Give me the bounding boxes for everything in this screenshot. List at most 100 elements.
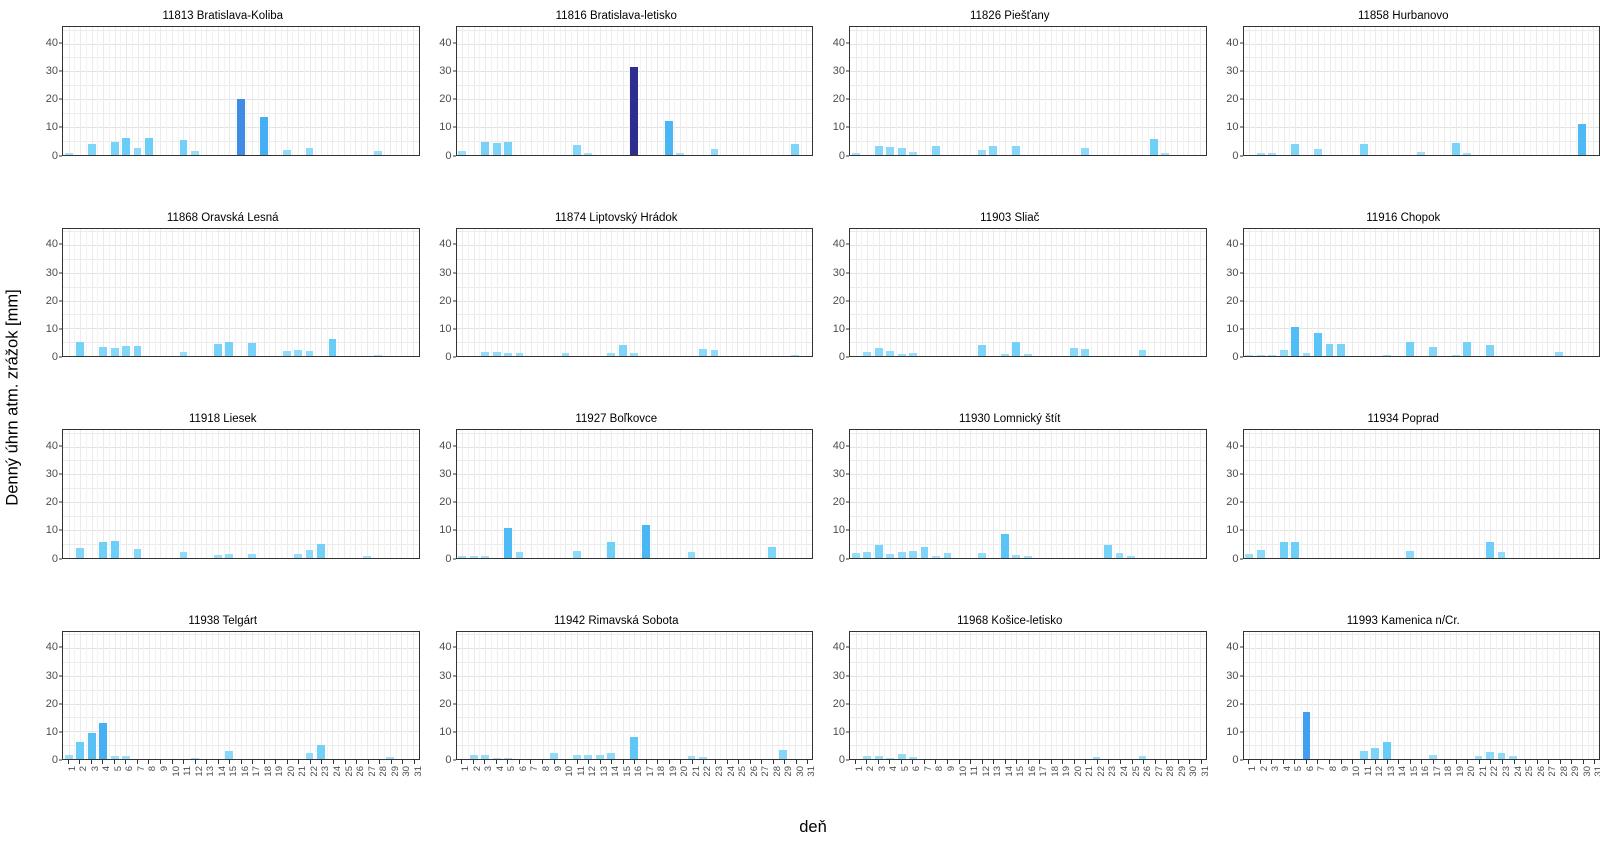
vertical-gridline [1432, 27, 1434, 155]
bar [481, 141, 490, 155]
vertical-gridline-minor [953, 27, 955, 155]
x-tick-label: 2 [1258, 766, 1270, 772]
bar [87, 143, 96, 155]
vertical-gridline [160, 430, 162, 558]
x-tick-label: 22 [1489, 766, 1501, 777]
vertical-gridline [1062, 430, 1064, 558]
vertical-gridline-minor [502, 228, 504, 356]
vertical-gridline-minor [1079, 631, 1081, 759]
bar [481, 351, 490, 356]
bar [886, 757, 895, 759]
vertical-gridline-minor [1136, 27, 1138, 155]
y-tick-mark [59, 703, 62, 705]
vertical-gridline [1027, 228, 1029, 356]
bar [469, 556, 478, 558]
vertical-gridline-minor [651, 430, 653, 558]
vertical-gridline-minor [1300, 631, 1302, 759]
vertical-gridline-minor [212, 631, 214, 759]
vertical-gridline [68, 27, 70, 155]
vertical-gridline-minor [1102, 27, 1104, 155]
x-tick-label: 21 [1477, 766, 1489, 777]
x-tick-mark [1432, 760, 1434, 764]
vertical-gridline [473, 228, 475, 356]
vertical-gridline [171, 631, 173, 759]
vertical-gridline-minor [789, 631, 791, 759]
facet-title: 11874 Liptovský Hrádok [554, 211, 678, 224]
vertical-gridline [588, 430, 590, 558]
bar [1000, 353, 1009, 356]
vertical-gridline-minor [536, 430, 538, 558]
x-tick-label: 12 [980, 766, 992, 777]
vertical-gridline [1073, 430, 1075, 558]
vertical-gridline-minor [1010, 430, 1012, 558]
vertical-gridline-minor [349, 27, 351, 155]
vertical-gridline-minor [1033, 228, 1035, 356]
x-tick-mark [657, 760, 659, 764]
vertical-gridline-minor [1254, 228, 1256, 356]
x-tick-mark [1259, 760, 1261, 764]
vertical-gridline [703, 228, 705, 356]
vertical-gridline [867, 430, 869, 558]
vertical-gridline-minor [1033, 631, 1035, 759]
vertical-gridline [473, 27, 475, 155]
vertical-gridline-minor [479, 631, 481, 759]
vertical-gridline [1165, 27, 1167, 155]
y-tick-label: 10 [832, 524, 845, 537]
y-tick-label: 0 [838, 552, 845, 565]
vertical-gridline-minor [1312, 27, 1314, 155]
vertical-gridline [680, 430, 682, 558]
y-tick-mark [59, 731, 62, 733]
y-tick-mark [452, 675, 456, 677]
vertical-gridline-minor [964, 430, 966, 558]
vertical-gridline-minor [1392, 430, 1394, 558]
vertical-gridline-minor [1415, 631, 1417, 759]
y-tick-mark [846, 42, 849, 44]
x-tick-mark [1294, 760, 1296, 764]
bar [99, 346, 108, 356]
vertical-gridline-minor [1335, 27, 1337, 155]
bar [687, 551, 696, 558]
vertical-gridline [691, 430, 693, 558]
vertical-gridline [1570, 631, 1572, 759]
vertical-gridline-minor [1392, 228, 1394, 356]
vertical-gridline-minor [246, 27, 248, 155]
y-tick-label: 30 [832, 468, 845, 481]
vertical-gridline-minor [1381, 27, 1383, 155]
x-tick-label: 18 [1443, 766, 1455, 777]
vertical-gridline-minor [1171, 228, 1173, 356]
bar [145, 138, 153, 155]
y-tick-label: 40 [832, 439, 845, 452]
facet-panel: 11903 Sliač 0 10 20 30 40 [813, 208, 1207, 410]
bar [909, 551, 917, 558]
vertical-gridline [588, 228, 590, 356]
vertical-gridline-minor [1358, 430, 1360, 558]
vertical-gridline [217, 430, 219, 558]
vertical-gridline-minor [1277, 631, 1279, 759]
vertical-gridline-minor [513, 228, 515, 356]
vertical-gridline [1119, 430, 1121, 558]
x-tick-mark [90, 760, 92, 764]
vertical-gridline [309, 631, 311, 759]
bar [573, 755, 581, 759]
vertical-gridline [748, 430, 750, 558]
bar [504, 142, 512, 155]
vertical-gridline [1535, 228, 1537, 356]
x-tick-mark [1062, 760, 1064, 764]
x-tick-label: 10 [564, 766, 576, 777]
vertical-gridline [1062, 27, 1064, 155]
vertical-gridline-minor [685, 228, 687, 356]
y-tick-label: 30 [1226, 669, 1239, 682]
vertical-gridline-minor [708, 27, 710, 155]
vertical-gridline [1153, 228, 1155, 356]
facet-title: 11927 Boľkovce [575, 413, 658, 425]
vertical-gridline [1016, 631, 1018, 759]
vertical-gridline [1119, 228, 1121, 356]
x-axis [849, 559, 1207, 611]
vertical-gridline [737, 27, 739, 155]
bar [1081, 148, 1089, 155]
bar [595, 754, 604, 759]
x-tick-label: 15 [228, 766, 240, 777]
y-tick-mark [452, 473, 456, 475]
vertical-gridline-minor [246, 430, 248, 558]
vertical-gridline [565, 430, 567, 558]
